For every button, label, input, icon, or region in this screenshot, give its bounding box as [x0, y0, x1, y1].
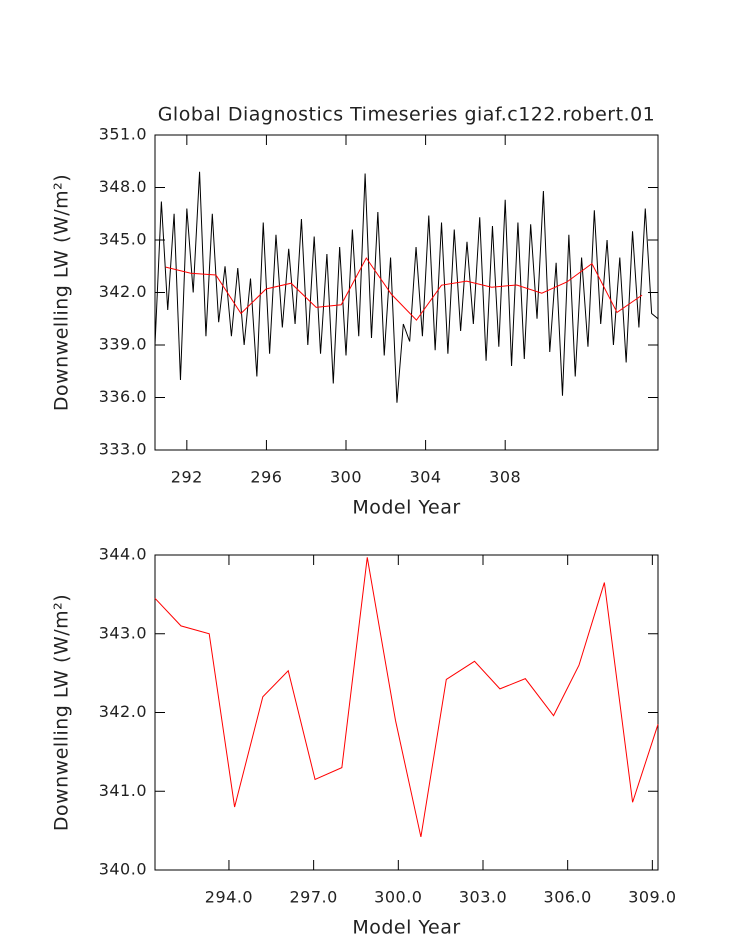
y-tick-label: 342.0 — [99, 282, 147, 301]
y-axis-label: Downwelling LW (W/m²) — [51, 174, 73, 411]
y-tick-label: 344.0 — [99, 545, 147, 564]
y-tick-label: 336.0 — [99, 387, 147, 406]
x-tick-label: 292 — [171, 468, 203, 487]
plot-frame — [154, 134, 659, 451]
x-tick-label: 309.0 — [628, 888, 676, 907]
x-tick-label: 308 — [489, 468, 521, 487]
plot-frame — [154, 554, 659, 871]
x-tick-label: 306.0 — [544, 888, 592, 907]
series-line — [154, 557, 659, 838]
x-axis-label: Model Year — [352, 917, 460, 939]
x-tick-label: 296 — [250, 468, 282, 487]
x-tick-label: 294.0 — [205, 888, 253, 907]
x-tick-label: 304 — [410, 468, 442, 487]
x-tick-label: 303.0 — [459, 888, 507, 907]
y-tick-label: 343.0 — [99, 623, 147, 642]
y-axis-label: Downwelling LW (W/m²) — [51, 594, 73, 831]
y-tick-label: 342.0 — [99, 702, 147, 721]
x-tick-label: 300 — [330, 468, 362, 487]
series-line — [154, 171, 659, 403]
x-axis-label: Model Year — [352, 497, 460, 519]
y-tick-label: 345.0 — [99, 230, 147, 249]
y-tick-label: 348.0 — [99, 177, 147, 196]
y-tick-label: 341.0 — [99, 781, 147, 800]
y-tick-label: 351.0 — [99, 125, 147, 144]
series-line — [165, 257, 643, 321]
y-tick-label: 339.0 — [99, 335, 147, 354]
chart-title: Global Diagnostics Timeseries giaf.c122.… — [158, 104, 656, 126]
y-tick-label: 340.0 — [99, 860, 147, 879]
x-tick-label: 300.0 — [374, 888, 422, 907]
x-tick-label: 297.0 — [289, 888, 337, 907]
y-tick-label: 333.0 — [99, 440, 147, 459]
